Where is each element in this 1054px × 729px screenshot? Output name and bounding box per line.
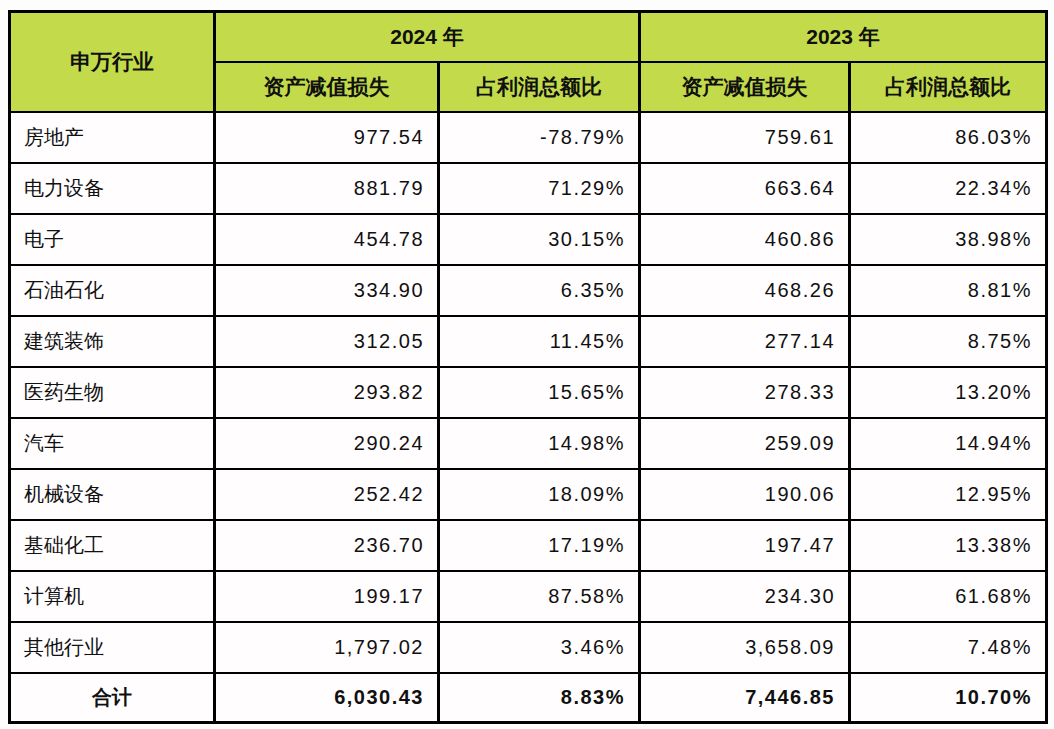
loss-2024-cell: 199.17 [215,571,439,622]
loss-2024-cell: 881.79 [215,163,439,214]
column-header-2023-ratio: 占利润总额比 [850,62,1047,112]
ratio-2024-cell: 14.98% [439,418,640,469]
ratio-2023-cell: 8.81% [850,265,1047,316]
loss-2024-cell: 293.82 [215,367,439,418]
total-loss-2023-cell: 7,446.85 [640,673,850,723]
column-header-2023-loss: 资产减值损失 [640,62,850,112]
impairment-loss-table: 申万行业 2024 年 2023 年 资产减值损失 占利润总额比 资产减值损失 … [8,10,1048,724]
total-loss-2024-cell: 6,030.43 [215,673,439,723]
total-ratio-2024-cell: 8.83% [439,673,640,723]
ratio-2023-cell: 61.68% [850,571,1047,622]
ratio-2024-cell: 6.35% [439,265,640,316]
table-row: 电力设备 881.79 71.29% 663.64 22.34% [10,163,1047,214]
loss-2023-cell: 259.09 [640,418,850,469]
loss-2024-cell: 236.70 [215,520,439,571]
loss-2024-cell: 977.54 [215,112,439,163]
ratio-2023-cell: 7.48% [850,622,1047,673]
loss-2024-cell: 1,797.02 [215,622,439,673]
table-row: 建筑装饰 312.05 11.45% 277.14 8.75% [10,316,1047,367]
industry-cell: 建筑装饰 [10,316,215,367]
column-header-industry: 申万行业 [10,12,215,112]
ratio-2023-cell: 38.98% [850,214,1047,265]
industry-cell: 汽车 [10,418,215,469]
ratio-2023-cell: 14.94% [850,418,1047,469]
loss-2023-cell: 234.30 [640,571,850,622]
table-row: 汽车 290.24 14.98% 259.09 14.94% [10,418,1047,469]
table-row: 房地产 977.54 -78.79% 759.61 86.03% [10,112,1047,163]
industry-cell: 基础化工 [10,520,215,571]
loss-2023-cell: 197.47 [640,520,850,571]
ratio-2023-cell: 86.03% [850,112,1047,163]
ratio-2024-cell: 15.65% [439,367,640,418]
column-header-2024-loss: 资产减值损失 [215,62,439,112]
loss-2024-cell: 454.78 [215,214,439,265]
ratio-2024-cell: 71.29% [439,163,640,214]
ratio-2024-cell: 11.45% [439,316,640,367]
total-label-cell: 合计 [10,673,215,723]
total-ratio-2023-cell: 10.70% [850,673,1047,723]
table-total-row: 合计 6,030.43 8.83% 7,446.85 10.70% [10,673,1047,723]
loss-2024-cell: 312.05 [215,316,439,367]
ratio-2023-cell: 12.95% [850,469,1047,520]
ratio-2023-cell: 22.34% [850,163,1047,214]
column-group-header-2024: 2024 年 [215,12,640,62]
loss-2023-cell: 278.33 [640,367,850,418]
loss-2023-cell: 277.14 [640,316,850,367]
ratio-2024-cell: 18.09% [439,469,640,520]
ratio-2024-cell: 87.58% [439,571,640,622]
industry-cell: 机械设备 [10,469,215,520]
loss-2023-cell: 3,658.09 [640,622,850,673]
industry-cell: 计算机 [10,571,215,622]
column-group-header-2023: 2023 年 [640,12,1047,62]
industry-cell: 其他行业 [10,622,215,673]
loss-2023-cell: 468.26 [640,265,850,316]
table-row: 医药生物 293.82 15.65% 278.33 13.20% [10,367,1047,418]
loss-2023-cell: 190.06 [640,469,850,520]
ratio-2024-cell: 3.46% [439,622,640,673]
column-header-2024-ratio: 占利润总额比 [439,62,640,112]
table-row: 石油石化 334.90 6.35% 468.26 8.81% [10,265,1047,316]
table-row: 机械设备 252.42 18.09% 190.06 12.95% [10,469,1047,520]
industry-cell: 电子 [10,214,215,265]
table-row: 其他行业 1,797.02 3.46% 3,658.09 7.48% [10,622,1047,673]
loss-2023-cell: 460.86 [640,214,850,265]
industry-cell: 医药生物 [10,367,215,418]
ratio-2023-cell: 13.20% [850,367,1047,418]
industry-cell: 石油石化 [10,265,215,316]
page: 申万行业 2024 年 2023 年 资产减值损失 占利润总额比 资产减值损失 … [0,0,1054,729]
ratio-2024-cell: 30.15% [439,214,640,265]
ratio-2024-cell: -78.79% [439,112,640,163]
loss-2024-cell: 334.90 [215,265,439,316]
loss-2023-cell: 663.64 [640,163,850,214]
table-row: 基础化工 236.70 17.19% 197.47 13.38% [10,520,1047,571]
table-header-row-years: 申万行业 2024 年 2023 年 [10,12,1047,62]
loss-2024-cell: 252.42 [215,469,439,520]
industry-cell: 房地产 [10,112,215,163]
loss-2024-cell: 290.24 [215,418,439,469]
loss-2023-cell: 759.61 [640,112,850,163]
ratio-2023-cell: 8.75% [850,316,1047,367]
table-row: 电子 454.78 30.15% 460.86 38.98% [10,214,1047,265]
table-row: 计算机 199.17 87.58% 234.30 61.68% [10,571,1047,622]
industry-cell: 电力设备 [10,163,215,214]
ratio-2023-cell: 13.38% [850,520,1047,571]
ratio-2024-cell: 17.19% [439,520,640,571]
